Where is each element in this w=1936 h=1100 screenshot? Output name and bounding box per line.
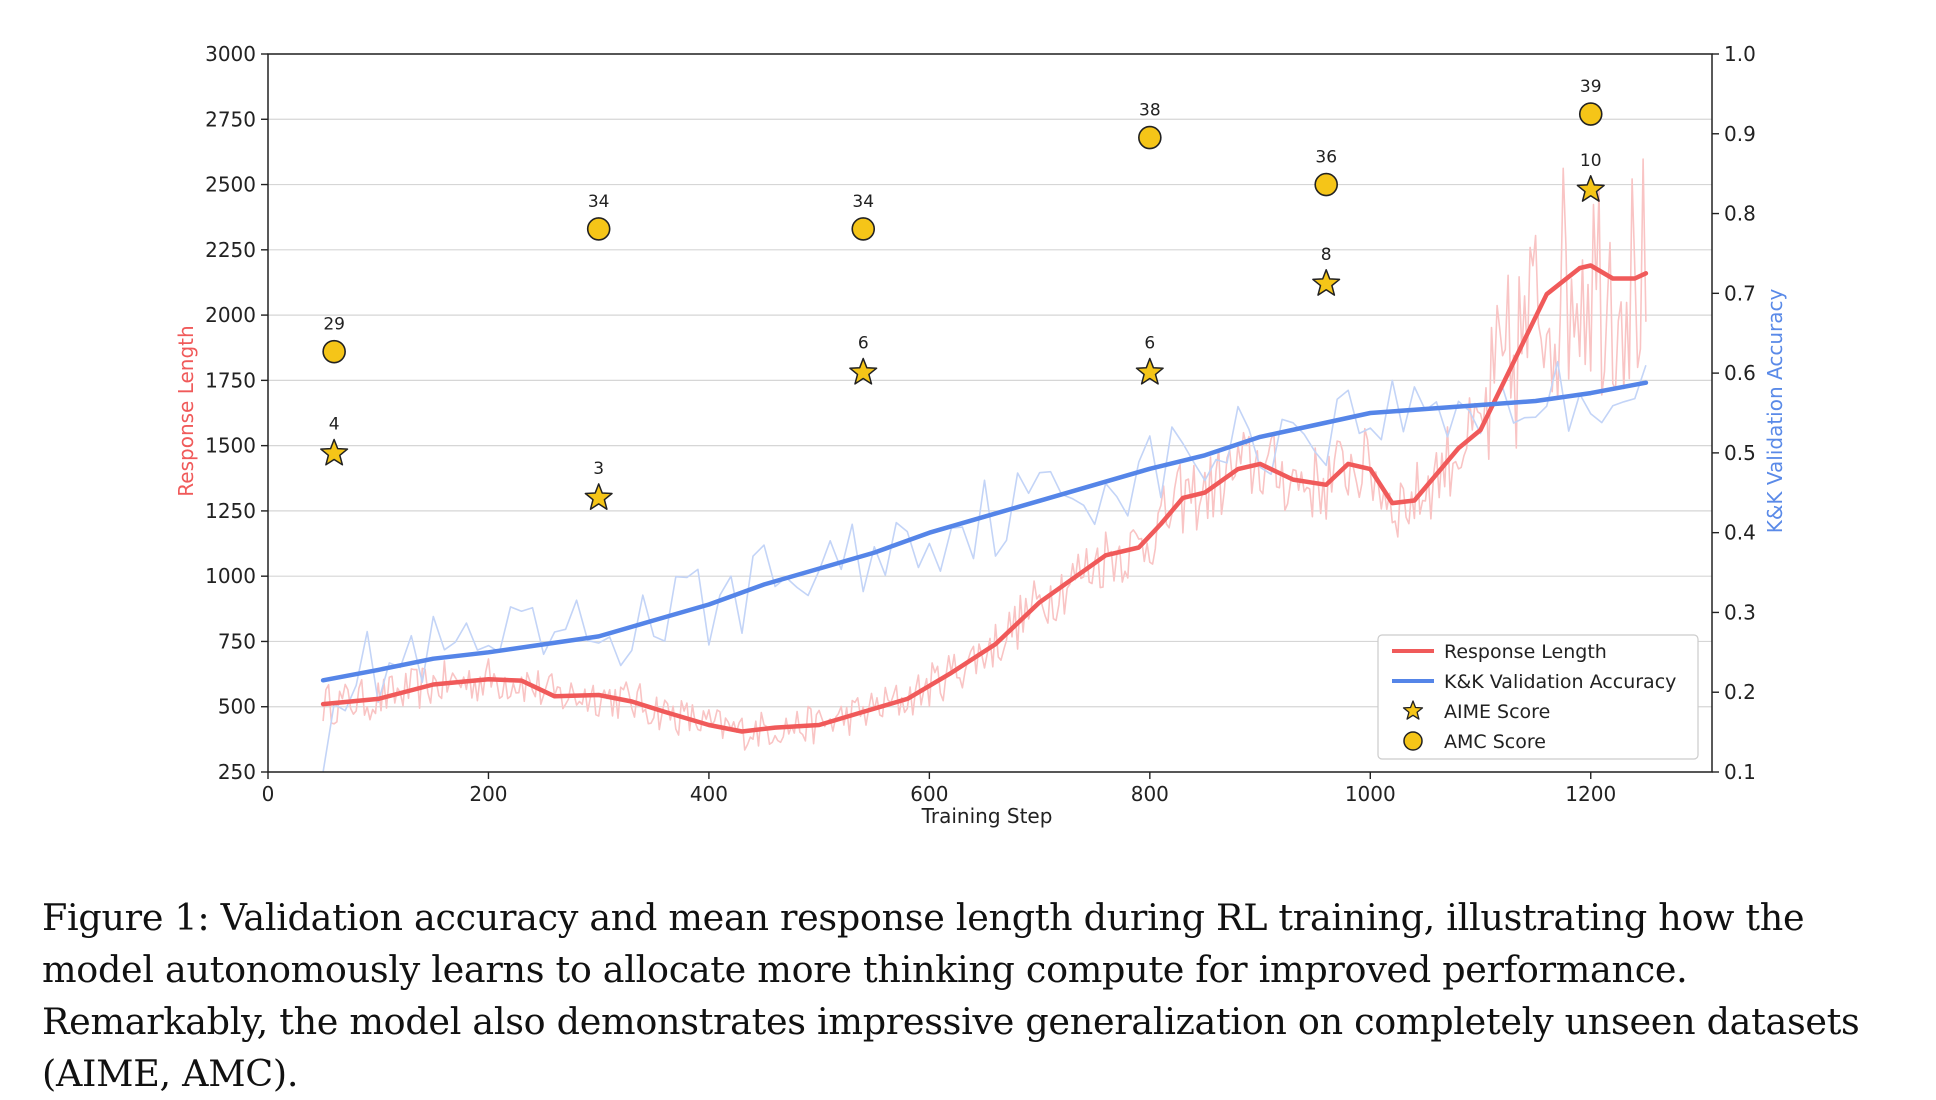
y-left-tick-label: 2750 bbox=[205, 107, 256, 131]
legend: Response Length K&K Validation Accuracy … bbox=[1377, 634, 1699, 760]
x-axis-label: Training Step bbox=[921, 804, 1053, 828]
y-left-tick-label: 250 bbox=[218, 760, 256, 784]
response-length-raw-line bbox=[322, 158, 1647, 751]
amc-score-label: 29 bbox=[323, 315, 345, 335]
y-right-tick-label: 1.0 bbox=[1724, 42, 1756, 66]
aime-score-label: 8 bbox=[1321, 245, 1332, 265]
amc-score-label: 38 bbox=[1139, 101, 1161, 121]
amc-circle-marker bbox=[1314, 172, 1338, 197]
y-left-tick-label: 1750 bbox=[205, 368, 256, 392]
y-left-tick-label: 1250 bbox=[205, 499, 256, 523]
amc-circle-marker bbox=[851, 217, 876, 241]
legend-label-validation: K&K Validation Accuracy bbox=[1444, 671, 1676, 693]
y-left-tick-label: 750 bbox=[218, 629, 256, 653]
y-right-tick-label: 0.8 bbox=[1724, 202, 1756, 226]
response-length-line bbox=[320, 263, 1649, 734]
aime-star-marker bbox=[849, 357, 878, 385]
y-right-tick-label: 0.4 bbox=[1724, 521, 1756, 545]
x-tick-label: 1200 bbox=[1565, 782, 1616, 806]
legend-star-shape bbox=[1402, 700, 1424, 720]
x-tick-label: 1000 bbox=[1345, 782, 1396, 806]
y-right-tick-label: 0.5 bbox=[1724, 441, 1756, 465]
legend-box bbox=[1377, 634, 1699, 760]
y-right-tick-label: 0.3 bbox=[1724, 600, 1756, 624]
response-length-raw-trace bbox=[322, 158, 1647, 751]
aime-score-label: 10 bbox=[1580, 151, 1602, 171]
y-right-tick-label: 0.6 bbox=[1724, 361, 1756, 385]
plot-border bbox=[267, 53, 1713, 773]
y-left-tick-label: 3000 bbox=[205, 42, 256, 66]
y-left-tick-label: 1000 bbox=[205, 564, 256, 588]
aime-score-label: 4 bbox=[329, 414, 340, 434]
amc-circle-marker bbox=[1578, 102, 1603, 126]
y-right-tick-label: 0.1 bbox=[1724, 760, 1756, 784]
y-axis-left-label: Response Length bbox=[174, 325, 198, 496]
aime-score-label: 6 bbox=[1144, 334, 1155, 354]
amc-score-label: 36 bbox=[1315, 148, 1337, 168]
x-tick-label: 800 bbox=[1131, 782, 1169, 806]
series-lines bbox=[320, 263, 1649, 734]
amc-circle-marker bbox=[1138, 125, 1162, 150]
y-left-tick-label: 2500 bbox=[205, 173, 256, 197]
amc-score-label: 34 bbox=[852, 192, 874, 212]
aime-star-marker bbox=[1576, 175, 1605, 202]
y-left-tick-label: 2250 bbox=[205, 238, 256, 262]
amc-circle-marker bbox=[322, 339, 346, 364]
y-left-tick-label: 500 bbox=[218, 695, 256, 719]
aime-star-marker bbox=[584, 483, 613, 510]
y-right-tick-label: 0.2 bbox=[1724, 680, 1756, 704]
amc-score-label: 34 bbox=[588, 192, 610, 212]
amc-score-label: 39 bbox=[1580, 77, 1602, 97]
aime-star-marker bbox=[1312, 269, 1341, 296]
legend-label-response-length: Response Length bbox=[1444, 641, 1607, 663]
legend-star-icon bbox=[1402, 700, 1424, 720]
x-tick-label: 400 bbox=[690, 782, 728, 806]
legend-circle-icon bbox=[1403, 731, 1423, 751]
validation-accuracy-line bbox=[320, 380, 1649, 683]
y-axis-right-label: K&K Validation Accuracy bbox=[1763, 289, 1787, 534]
x-tick-label: 0 bbox=[262, 782, 275, 806]
y-right-tick-label: 0.7 bbox=[1724, 281, 1756, 305]
x-tick-label: 600 bbox=[910, 782, 948, 806]
aime-star-marker bbox=[320, 438, 349, 466]
y-right-tick-label: 0.9 bbox=[1724, 122, 1756, 146]
plot-frame bbox=[267, 53, 1713, 773]
figure-caption: Figure 1: Validation accuracy and mean r… bbox=[42, 896, 1860, 1095]
x-tick-label: 200 bbox=[469, 782, 507, 806]
y-left-tick-label: 2000 bbox=[205, 303, 256, 327]
aime-score-label: 6 bbox=[858, 334, 869, 354]
aime-star-marker bbox=[1135, 357, 1164, 385]
y-left-tick-label: 1500 bbox=[205, 434, 256, 458]
axis-ticks: 2505007501000125015001750200022502500275… bbox=[205, 42, 1756, 806]
amc-circle-marker bbox=[586, 217, 611, 241]
legend-label-amc: AMC Score bbox=[1444, 731, 1546, 753]
legend-label-aime: AIME Score bbox=[1444, 701, 1550, 723]
aime-score-label: 3 bbox=[593, 459, 604, 479]
